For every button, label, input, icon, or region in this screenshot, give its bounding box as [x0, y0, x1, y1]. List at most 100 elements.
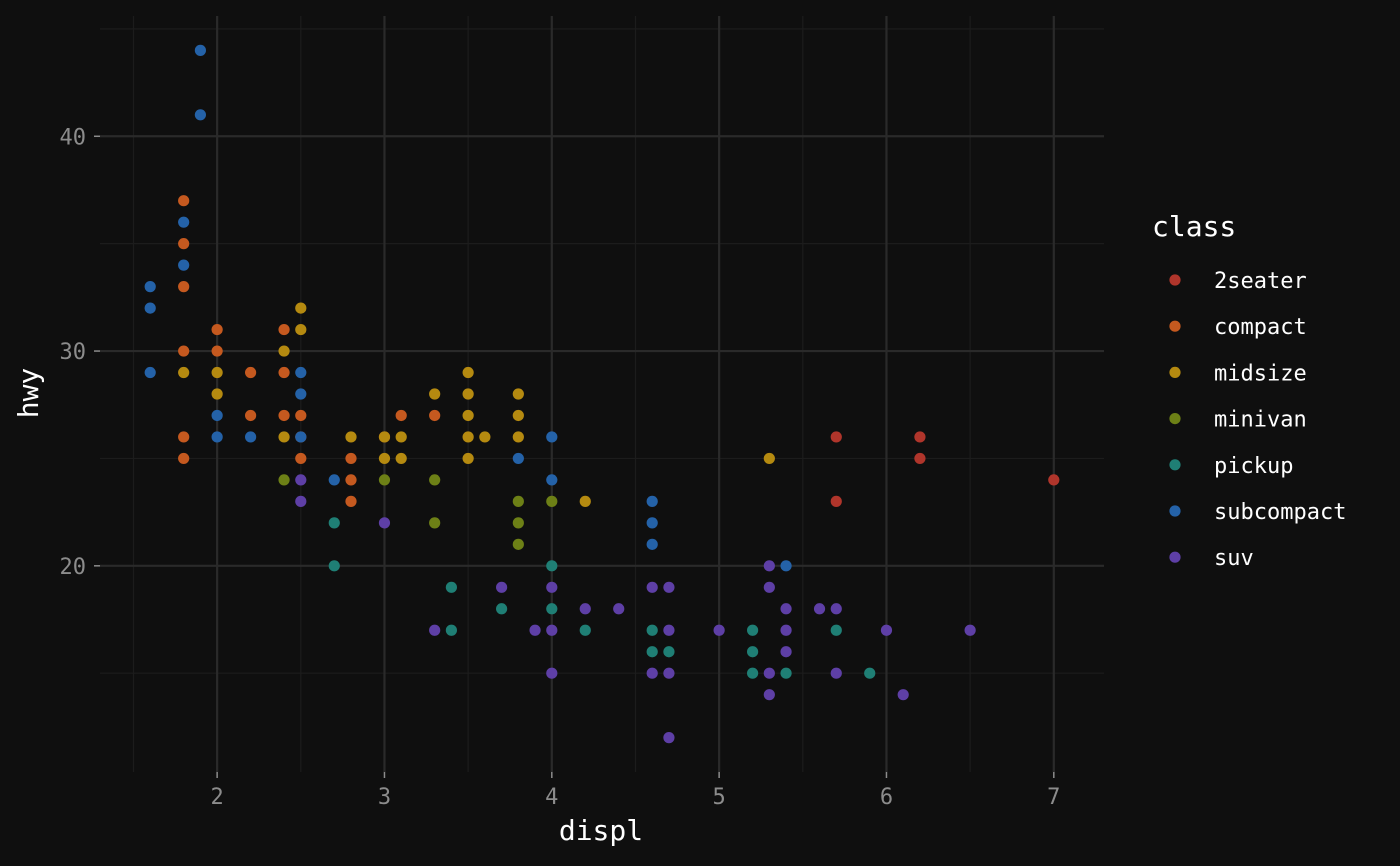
data-point-suv [813, 603, 826, 615]
data-point-pickup [546, 560, 558, 572]
data-point-midsize [462, 409, 474, 422]
legend-key-suv [1169, 551, 1181, 563]
data-point-pickup [445, 624, 457, 636]
data-point-midsize [512, 409, 524, 422]
data-point-midsize [579, 495, 591, 507]
y-axis-title: hwy [12, 368, 45, 419]
data-point-suv [546, 624, 558, 636]
data-point-pickup [328, 560, 340, 572]
data-point-compact [211, 323, 223, 336]
data-point-suv [663, 581, 675, 593]
data-point-subcompact [144, 302, 156, 314]
y-tick-label: 30 [60, 340, 87, 365]
data-point-compact [295, 452, 307, 465]
legend-key-minivan [1169, 413, 1181, 425]
data-point-midsize [479, 431, 491, 443]
data-point-compact [178, 345, 190, 357]
minor-gridlines [100, 16, 1104, 772]
data-point-subcompact [780, 560, 792, 572]
data-point-subcompact [178, 259, 190, 271]
data-point-suv [546, 667, 558, 679]
legend-key-2seater [1169, 274, 1181, 286]
data-point-midsize [395, 431, 407, 443]
legend-key-pickup [1169, 459, 1181, 471]
data-point-suv [546, 581, 558, 593]
x-tick-label: 5 [713, 785, 726, 810]
data-point-subcompact [194, 109, 206, 121]
data-point-midsize [462, 366, 474, 379]
data-point-pickup [646, 646, 658, 658]
legend-label: midsize [1214, 361, 1307, 386]
data-point-midsize [395, 452, 407, 465]
data-point-pickup [579, 624, 591, 636]
data-point-subcompact [328, 474, 340, 486]
data-point-suv [763, 689, 775, 701]
legend-key-subcompact [1169, 505, 1181, 517]
data-point-midsize [278, 431, 290, 443]
data-point-midsize [178, 366, 190, 379]
data-point-subcompact [144, 281, 156, 293]
data-point-subcompact [211, 431, 223, 443]
data-point-minivan [278, 474, 290, 486]
data-point-suv [830, 667, 842, 679]
data-point-compact [211, 345, 223, 357]
data-point-2seater [830, 495, 842, 507]
data-point-subcompact [646, 495, 658, 507]
data-point-pickup [546, 603, 558, 615]
data-point-compact [278, 323, 290, 336]
data-point-suv [295, 495, 307, 507]
data-point-midsize [211, 366, 223, 379]
data-point-pickup [747, 667, 759, 679]
legend-label: compact [1214, 315, 1307, 340]
data-point-midsize [763, 452, 775, 465]
data-point-suv [496, 581, 508, 593]
data-point-subcompact [194, 44, 206, 56]
data-point-pickup [496, 603, 508, 615]
y-tick-label: 20 [60, 555, 87, 580]
data-point-suv [663, 667, 675, 679]
data-point-pickup [780, 667, 792, 679]
x-axis-title: displ [559, 814, 643, 847]
data-point-suv [429, 624, 441, 636]
data-point-compact [245, 366, 257, 379]
legend-key-compact [1169, 320, 1181, 332]
data-point-pickup [646, 624, 658, 636]
data-point-suv [663, 732, 675, 744]
data-point-pickup [747, 646, 759, 658]
data-point-2seater [1048, 474, 1060, 486]
data-point-midsize [512, 431, 524, 443]
data-point-midsize [295, 323, 307, 336]
data-point-suv [964, 624, 976, 636]
data-point-compact [345, 495, 357, 507]
data-point-midsize [462, 452, 474, 465]
data-point-compact [395, 409, 407, 422]
data-point-midsize [211, 388, 223, 400]
data-point-compact [345, 474, 357, 486]
data-point-midsize [345, 431, 357, 443]
data-point-minivan [546, 495, 558, 507]
data-point-compact [178, 452, 190, 465]
data-point-suv [613, 603, 625, 615]
y-tick-label: 40 [60, 125, 87, 150]
data-point-midsize [462, 388, 474, 400]
data-point-minivan [512, 495, 524, 507]
axis-ticks: 2 3 4 5 6 7 20 30 40 [60, 125, 1061, 810]
x-tick-label: 6 [880, 785, 893, 810]
data-point-subcompact [211, 409, 223, 422]
data-point-2seater [914, 431, 926, 443]
data-point-minivan [378, 474, 391, 486]
data-point-subcompact [144, 366, 156, 379]
data-point-suv [880, 624, 893, 636]
major-gridlines [100, 16, 1104, 772]
data-point-compact [278, 366, 290, 379]
data-point-2seater [914, 452, 926, 465]
legend-label: 2seater [1214, 269, 1307, 294]
x-tick-label: 3 [378, 785, 391, 810]
data-point-subcompact [245, 431, 257, 443]
data-point-midsize [378, 431, 391, 443]
data-point-pickup [663, 646, 675, 658]
data-point-suv [646, 581, 658, 593]
legend-label: subcompact [1214, 500, 1346, 525]
data-point-suv [763, 560, 775, 572]
